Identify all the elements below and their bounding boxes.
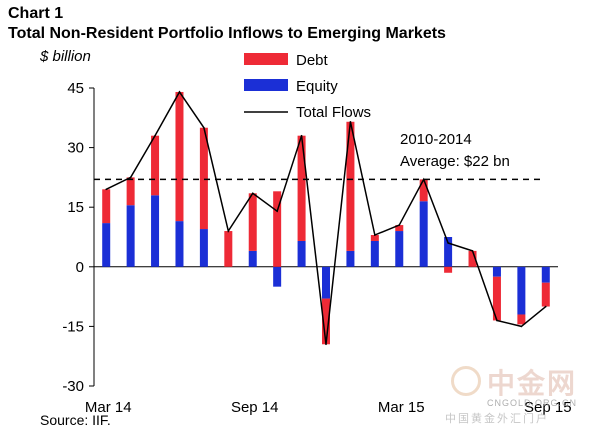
debt-bar xyxy=(541,282,550,307)
y-tick-label: 15 xyxy=(67,199,84,216)
legend-equity-swatch xyxy=(244,79,288,91)
y-tick-label: -15 xyxy=(62,318,84,335)
total-flows-point xyxy=(349,120,352,123)
total-flows-point xyxy=(178,91,181,93)
equity-bar xyxy=(346,250,355,267)
debt-bar xyxy=(492,276,501,321)
equity-bar xyxy=(541,266,550,283)
debt-bar xyxy=(468,250,477,267)
title-block: Chart 1 Total Non-Resident Portfolio Inf… xyxy=(8,4,446,44)
equity-bar xyxy=(199,229,208,267)
x-tick-label: Mar 14 xyxy=(85,399,132,416)
debt-bar xyxy=(175,91,184,222)
debt-bar xyxy=(517,314,526,325)
total-flows-point xyxy=(471,250,474,252)
equity-bar xyxy=(517,266,526,315)
watermark-cn: 中金网 xyxy=(487,368,578,399)
debt-bar xyxy=(126,177,135,206)
chart-number: Chart 1 xyxy=(8,5,64,22)
total-flows-point xyxy=(300,134,303,137)
watermark-sub: 中国黄金外汇门户 xyxy=(445,413,549,425)
equity-bar xyxy=(273,266,282,287)
debt-bar xyxy=(322,298,330,345)
debt-bar xyxy=(370,235,379,241)
debt-bar xyxy=(248,193,257,251)
total-flows-point xyxy=(374,234,376,236)
unit-label: $ billion xyxy=(40,48,91,65)
equity-bar xyxy=(151,195,160,267)
total-flows-point xyxy=(447,242,449,244)
total-flows-point xyxy=(325,343,327,346)
debt-bar xyxy=(346,121,355,251)
y-tick-label: 30 xyxy=(67,140,84,157)
debt-bar xyxy=(102,189,111,224)
legend-debt-swatch xyxy=(244,53,288,65)
total-flows-point xyxy=(398,224,401,226)
equity-bar xyxy=(322,266,330,299)
total-flows-point xyxy=(520,325,523,328)
equity-bar xyxy=(102,223,111,267)
y-tick-label: 0 xyxy=(76,259,84,276)
equity-bar xyxy=(492,266,501,277)
legend-debt-label: Debt xyxy=(296,52,329,69)
y-tick-label: 45 xyxy=(67,80,84,97)
x-tick-label: Sep 15 xyxy=(524,399,572,416)
watermark-logo-icon xyxy=(451,366,481,396)
total-flows-point xyxy=(105,188,108,191)
debt-bar xyxy=(224,231,233,267)
x-tick-label: Mar 15 xyxy=(378,399,425,416)
total-flows-point xyxy=(203,126,205,129)
annotation-period: 2010-2014 xyxy=(400,131,472,148)
equity-bar xyxy=(444,237,453,267)
annotation-average: Average: $22 bn xyxy=(400,153,510,170)
source-note: Source: IIF. xyxy=(40,412,111,428)
total-flows-point xyxy=(251,192,254,195)
y-tick-label: -30 xyxy=(62,378,84,395)
equity-bar xyxy=(297,240,306,267)
debt-bar xyxy=(151,135,160,196)
total-flows-point xyxy=(154,134,156,137)
debt-bar xyxy=(199,127,208,230)
debt-bar xyxy=(444,266,453,273)
total-flows-point xyxy=(276,210,278,212)
debt-bar xyxy=(419,179,428,202)
legend-total-label: Total Flows xyxy=(296,104,371,121)
equity-bar xyxy=(175,221,184,267)
equity-bar xyxy=(248,250,257,267)
legend-equity-label: Equity xyxy=(296,78,338,95)
total-flows-point xyxy=(227,230,230,232)
watermark-en: CNGOLD.ORG.CN xyxy=(487,398,578,408)
equity-bar xyxy=(419,201,428,267)
debt-bar xyxy=(273,191,282,267)
total-flows-point xyxy=(129,176,132,179)
chart-title: Total Non-Resident Portfolio Inflows to … xyxy=(8,25,446,42)
equity-bar xyxy=(370,240,379,267)
equity-bar xyxy=(395,231,404,267)
x-tick-label: Sep 14 xyxy=(231,399,279,416)
total-flows-point xyxy=(496,319,498,322)
watermark: 中金网 CNGOLD.ORG.CN 中国黄金外汇门户 xyxy=(445,360,595,430)
total-flows-point xyxy=(544,305,547,308)
debt-bar xyxy=(297,135,306,241)
equity-bar xyxy=(126,205,135,267)
debt-bar xyxy=(395,225,404,232)
